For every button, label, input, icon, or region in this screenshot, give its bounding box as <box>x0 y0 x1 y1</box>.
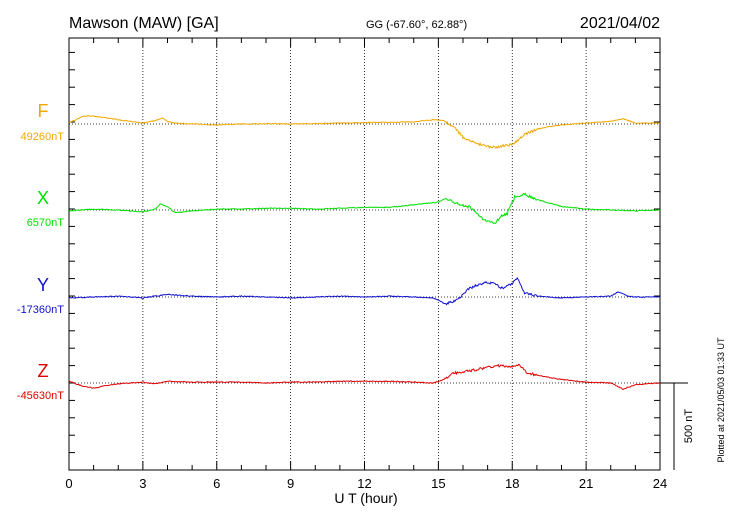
x-tick-label: 15 <box>431 476 445 491</box>
series-name-x: X <box>37 188 49 208</box>
x-tick-label: 21 <box>579 476 593 491</box>
x-tick-label: 9 <box>287 476 294 491</box>
series-layer: F 49260nT X 6570nT Y -17360nT Z -45630nT <box>17 101 661 402</box>
x-tick-label: 0 <box>65 476 72 491</box>
series-line-x <box>68 192 661 225</box>
series-line-z <box>68 363 661 390</box>
series-name-f: F <box>38 101 49 121</box>
series-line-y <box>68 276 661 306</box>
series-baseline-z: -45630nT <box>17 390 64 402</box>
series-baseline-y: -17360nT <box>17 304 64 316</box>
coordinates-label: GG (-67.60°, 62.88°) <box>366 19 467 31</box>
station-title: Mawson (MAW) [GA] <box>69 15 219 32</box>
series-name-z: Z <box>38 361 49 381</box>
x-axis-label: U T (hour) <box>334 490 397 506</box>
series-baseline-x: 6570nT <box>27 217 65 229</box>
x-tick-label: 18 <box>505 476 519 491</box>
scale-bar: 500 nT <box>660 382 695 470</box>
series-line-f <box>68 115 661 150</box>
scale-bar-label: 500 nT <box>683 409 695 444</box>
series-name-y: Y <box>37 275 49 295</box>
date-label: 2021/04/02 <box>580 15 660 32</box>
series-baseline-f: 49260nT <box>21 131 65 143</box>
grid-lines <box>69 38 660 470</box>
x-tick-label: 6 <box>213 476 220 491</box>
x-tick-label: 3 <box>139 476 146 491</box>
x-tick-label: 12 <box>357 476 371 491</box>
x-tick-label: 24 <box>653 476 667 491</box>
plotted-timestamp: Plotted at 2021/05/03 01:33 UT <box>716 337 726 463</box>
axis-ticks: 0 3 6 9 12 15 18 21 24 <box>65 38 667 491</box>
